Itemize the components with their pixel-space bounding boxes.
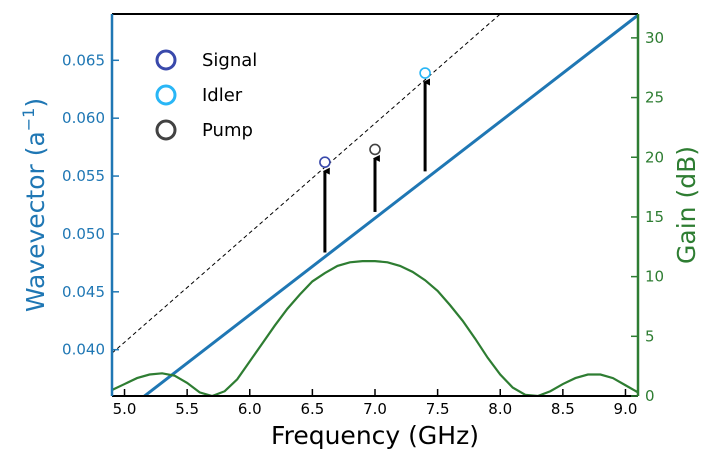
x-tick-label: 8.5	[551, 400, 575, 418]
y-tick-label-right: 5	[645, 327, 655, 345]
legend: Signal Idler Pump	[155, 49, 257, 141]
marker-idler	[419, 67, 431, 79]
y-tick-label-left: 0.050	[62, 225, 105, 243]
y-axis-title-left: Wavevector (a−1)	[19, 98, 50, 312]
y-axis-title-left-close: )	[21, 98, 50, 108]
x-tick-label: 6.5	[300, 400, 324, 418]
x-tick-label: 7.5	[426, 400, 450, 418]
x-tick-label: 6.0	[238, 400, 262, 418]
x-axis-title: Frequency (GHz)	[271, 421, 479, 450]
y-tick-label-right: 15	[645, 208, 664, 226]
y-tick-label-left: 0.040	[62, 341, 105, 359]
legend-marker-idler	[155, 84, 177, 106]
y-tick-label-right: 30	[645, 29, 664, 47]
y-axis-title-right: Gain (dB)	[672, 146, 701, 264]
legend-marker-signal	[155, 49, 177, 71]
legend-label-idler: Idler	[202, 85, 243, 106]
y-tick-label-left: 0.060	[62, 109, 105, 127]
phase-matching-line	[112, 14, 501, 354]
x-tick-label: 5.5	[175, 400, 199, 418]
x-tick-label: 7.0	[363, 400, 387, 418]
marker-layer	[319, 67, 431, 253]
gain-line	[112, 260, 638, 396]
y-tick-label-right: 20	[645, 148, 664, 166]
legend-marker-pump	[155, 119, 177, 141]
svg-text:Wavevector (a−1): Wavevector (a−1)	[19, 98, 50, 312]
x-tick-label: 8.0	[488, 400, 512, 418]
y-tick-label-left: 0.065	[62, 51, 105, 69]
y-tick-label-right: 10	[645, 268, 664, 286]
legend-label-signal: Signal	[202, 50, 257, 71]
marker-pump	[369, 143, 381, 156]
y-tick-label-left: 0.045	[62, 283, 105, 301]
y-axis-title-left-text: Wavevector (a	[21, 131, 50, 312]
x-tick-label: 9.0	[614, 400, 638, 418]
x-tick-label: 5.0	[113, 400, 137, 418]
y-tick-label-left: 0.055	[62, 167, 105, 185]
y-axis-title-left-exponent: −1	[19, 108, 38, 132]
y-tick-label-right: 25	[645, 89, 664, 107]
y-tick-label-right: 0	[645, 387, 655, 405]
legend-label-pump: Pump	[202, 120, 253, 141]
marker-signal	[319, 156, 331, 168]
dispersion-line	[142, 14, 638, 396]
ticks: 5.0 5.5 6.0 6.5 7.0 7.5 8.0 8.5 9.0 0.040 0.045 0.0…	[62, 29, 664, 418]
plot-area	[112, 14, 638, 396]
axes	[110, 13, 640, 397]
